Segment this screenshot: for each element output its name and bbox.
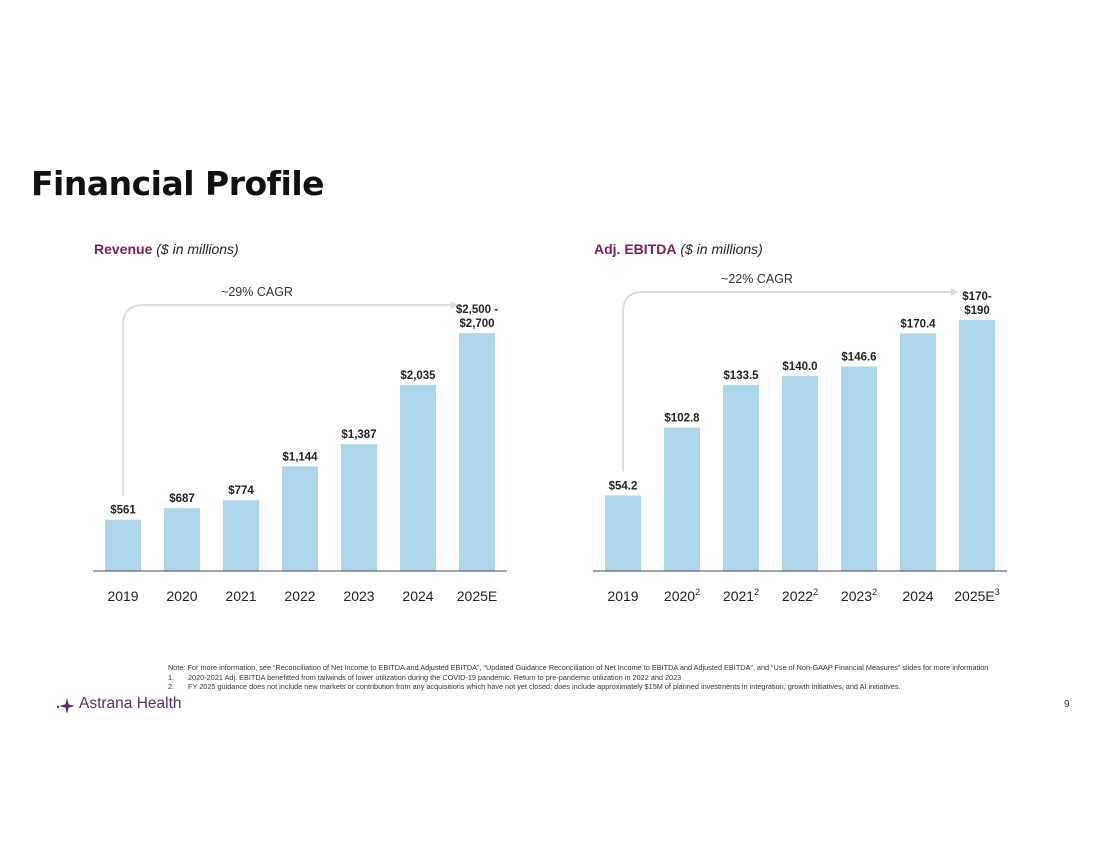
x-tick-label-2019: 2019 (107, 588, 138, 604)
revenue-chart-subtitle: ($ in millions) (156, 241, 239, 257)
data-label-2021: $133.5 (723, 370, 759, 382)
data-label-2022: $140.0 (782, 361, 817, 373)
ebitda-chart-title: Adj. EBITDA (594, 241, 677, 257)
cagr-arrow-line (122, 304, 451, 496)
footnote-number: 2. (168, 682, 175, 692)
bar-2025E (959, 320, 995, 571)
bar-2021 (223, 500, 259, 571)
ebitda-chart-subtitle: ($ in millions) (680, 241, 763, 257)
data-label-2025E: $170-$190 (962, 291, 992, 317)
data-label-2021: $774 (228, 485, 254, 497)
x-tick-label-2019: 2019 (607, 588, 638, 604)
cagr-arrowhead (951, 288, 958, 296)
x-tick-label-2020: 20202 (664, 587, 700, 604)
x-tick-label-2022: 20222 (782, 587, 818, 604)
cagr-annotation: ~29% CAGR (221, 285, 293, 299)
bar-2024 (400, 384, 436, 571)
bar-2020 (664, 427, 700, 571)
bar-2019 (605, 495, 641, 571)
cagr-arrowhead (451, 301, 458, 310)
logo-text: Astrana Health (79, 695, 182, 712)
bar-2020 (164, 508, 200, 571)
bar-2022 (282, 466, 318, 571)
footnote-number: 1. (168, 672, 175, 682)
footnotes: Note: For more information, see “Reconci… (168, 663, 1018, 692)
data-label-2019: $54.2 (609, 480, 638, 492)
data-label-2023: $1,387 (341, 429, 376, 441)
x-tick-label-2021: 20212 (723, 587, 759, 604)
bar-2019 (105, 519, 141, 571)
footnote-text: 2020-2021 Adj. EBITDA benefitted from ta… (188, 672, 682, 682)
data-label-2019: $561 (110, 505, 136, 517)
x-tick-label-2025E: 2025E (457, 588, 497, 604)
footnote-item: 2. FY 2025 guidance does not include new … (168, 682, 1018, 692)
data-label-2025E: $2,500 -$2,700 (456, 304, 498, 330)
footnote-text: FY 2025 guidance does not include new ma… (188, 682, 901, 692)
x-tick-label-2022: 2022 (284, 588, 315, 604)
data-label-2020: $687 (169, 493, 195, 505)
x-tick-label-2023: 20232 (841, 587, 877, 604)
bar-2023 (841, 366, 877, 571)
data-label-2020: $102.8 (664, 413, 700, 425)
x-tick-label-2021: 2021 (225, 588, 256, 604)
x-tick-label-2025E: 2025E3 (954, 587, 1000, 604)
data-label-2024: $2,035 (400, 370, 436, 382)
bar-2023 (341, 444, 377, 571)
x-tick-label-2024: 2024 (402, 588, 433, 604)
bar-2025E (459, 333, 495, 571)
data-label-2023: $146.6 (841, 352, 876, 364)
revenue-chart-title: Revenue (94, 241, 153, 257)
x-tick-label-2024: 2024 (902, 588, 933, 604)
ebitda-chart-heading: Adj. EBITDA ($ in millions) (594, 241, 763, 257)
cagr-annotation: ~22% CAGR (721, 272, 793, 286)
footnote-note: Note: For more information, see “Reconci… (168, 663, 989, 672)
x-tick-label-2023: 2023 (343, 588, 374, 604)
bar-2024 (900, 333, 936, 571)
page-title: Financial Profile (31, 164, 325, 203)
data-label-2024: $170.4 (900, 318, 936, 330)
data-label-2022: $1,144 (282, 451, 318, 463)
ebitda-bar-chart: $54.2 2019 $102.8 20202 $133.5 20212 $140.0 202… (593, 272, 1007, 604)
astrana-health-logo: Astrana Health (55, 695, 182, 713)
bar-2021 (723, 384, 759, 571)
revenue-bar-chart: $561 2019 $687 2020 $774 2021 $1,144 2022 $1,387… (93, 285, 507, 604)
revenue-chart-heading: Revenue ($ in millions) (94, 241, 239, 257)
sparkle-icon (55, 695, 75, 713)
page-number: 9 (1064, 699, 1070, 710)
x-tick-label-2020: 2020 (166, 588, 197, 604)
footnote-item: 1. 2020-2021 Adj. EBITDA benefitted from … (168, 673, 1018, 683)
cagr-arrow-line (622, 291, 951, 472)
bar-2022 (782, 375, 818, 571)
